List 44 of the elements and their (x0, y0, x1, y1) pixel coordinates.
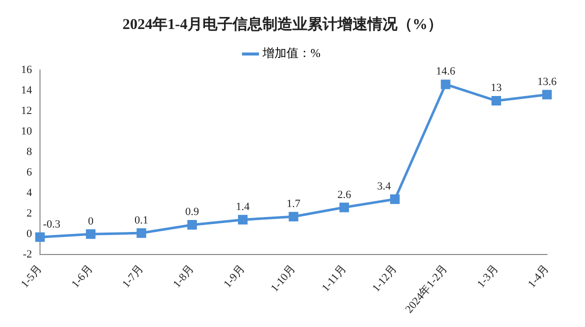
data-label: 0 (88, 215, 94, 228)
data-label: -0.3 (42, 218, 61, 231)
x-tick-label: 1-7月 (120, 262, 146, 290)
x-tick-label: 1-4月 (526, 262, 552, 290)
y-tick-label: 16 (21, 64, 32, 76)
y-tick-label: 12 (21, 104, 32, 117)
point (339, 202, 349, 212)
y-tick-label: 10 (21, 125, 32, 138)
data-label: 0.9 (185, 206, 200, 218)
data-label: 13.6 (537, 76, 558, 88)
x-tick-label: 1-12月 (370, 262, 400, 294)
point (86, 229, 96, 239)
x-tick-label: 1-6月 (70, 262, 96, 290)
data-label: 14.6 (436, 66, 456, 78)
x-tick-label: 1-9月 (222, 262, 248, 290)
point (238, 214, 248, 224)
point (390, 194, 400, 204)
point (492, 96, 502, 106)
x-tick-label: 1-8月 (170, 262, 197, 290)
x-tick-label: 1-5月 (18, 262, 45, 290)
y-tick-label: 4 (26, 186, 32, 199)
point (542, 90, 552, 100)
point (440, 80, 450, 90)
y-tick-label: 6 (26, 166, 32, 178)
point (136, 228, 146, 238)
legend-label: 增加值：% (262, 46, 320, 60)
data-label: 1.4 (236, 201, 250, 214)
x-tick-label: 1-3月 (475, 262, 501, 290)
point (35, 232, 45, 242)
y-tick-label: 8 (26, 146, 32, 158)
y-tick-label: 14 (21, 84, 32, 96)
data-label: 13 (490, 82, 502, 94)
data-label: 2.6 (337, 188, 352, 201)
chart-title: 2024年1-4月电子信息制造业累计增速情况（%） (122, 16, 442, 33)
data-label: 1.7 (286, 198, 301, 210)
point (288, 212, 298, 222)
data-label: 0.1 (134, 214, 148, 226)
y-tick-label: 0 (26, 228, 32, 240)
data-label: 3.4 (377, 180, 392, 193)
point (187, 220, 197, 230)
x-tick-label: 1-10月 (268, 262, 298, 294)
y-tick-label: -2 (22, 248, 32, 260)
x-tick-label: 1-11月 (320, 262, 349, 294)
y-tick-label: 2 (26, 207, 32, 220)
